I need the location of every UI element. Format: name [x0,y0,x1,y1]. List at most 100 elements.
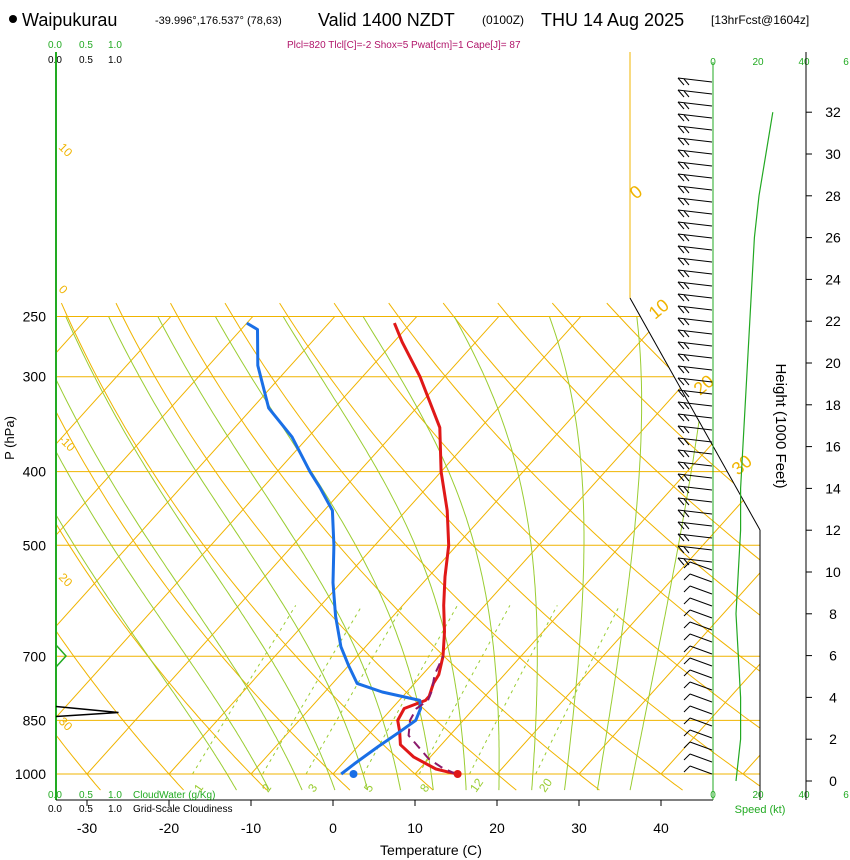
wind-barb-shaft [689,573,713,583]
height-tick-label: 22 [825,313,841,329]
pressure-tick-label: 300 [23,369,47,385]
wind-barb [683,729,713,739]
wind-barb [677,377,713,386]
wind-barb-flag [677,269,685,278]
wind-barb [677,461,713,470]
wind-speed-curve [735,112,774,782]
pressure-tick-label: 250 [23,309,47,325]
wind-barb-shaft [689,633,713,643]
dry-adiabat-line [224,302,683,791]
pressure-ticks: 250 300 400 500 700 850 1000 [15,309,46,782]
y-axis-title: P (hPa) [2,416,17,460]
wind-barb-flag [683,366,690,374]
wind-barb-flag [683,657,691,665]
temperature-tick-label: 40 [653,820,669,836]
wind-barb [683,561,713,571]
isotherm-label: 30 [56,714,76,734]
wind-barb [677,449,713,458]
wind-barb-shaft [689,597,713,607]
wind-barb [677,137,713,146]
wind-barb-shaft [677,437,713,443]
moist-adiabat-line [596,316,643,791]
height-tick-label: 30 [825,146,841,162]
wind-barb-flag [677,437,685,446]
dry-adiabat-line [825,303,850,790]
height-tick-label: 8 [829,606,837,622]
moist-adiabat-line [214,316,434,791]
wind-barb-flag [683,162,690,170]
wind-barb [677,197,713,206]
wind-barb-flag [677,185,685,194]
wind-barb-flag [683,354,690,362]
wind-barb-shaft [689,741,713,751]
wind-barb-flag [677,521,685,530]
moist-adiabat-line [65,316,336,791]
wind-barb-flag [683,546,690,554]
temperature-curve [393,322,458,776]
wind-barb [677,425,713,434]
wind-barb-flag [677,425,685,434]
wind-barb-shaft [677,449,713,455]
wind-barb-shaft [677,473,713,479]
dry-adiabat-line [497,302,760,791]
dry-adiabat-line [661,302,760,791]
top-scale-green-1: 0.5 [79,40,93,51]
wind-barb-shaft [677,221,713,227]
wind-barb-flag [683,765,691,773]
mixing-ratio-line [262,605,363,775]
wind-barb [677,185,713,194]
wind-barb [677,269,713,278]
wind-barbs [677,77,713,775]
wind-barb-flag [683,729,691,737]
wind-barb-flag [683,498,690,506]
wind-barb-flag [677,497,685,506]
height-tick-label: 2 [829,731,837,747]
mixing-ratio-line [469,605,558,775]
wind-barb [683,573,713,583]
temperature-tick-label: 20 [489,820,505,836]
wind-barb-flag [683,597,691,605]
mixing-ratio-label: 5 [361,781,376,795]
wind-barb-flag [677,413,685,422]
wind-barb [683,609,713,619]
wind-barb [677,401,713,410]
wind-barb-shaft [677,113,713,119]
wind-barb [683,645,713,655]
wind-barb-shaft [689,681,713,691]
wind-barb-flag [683,306,690,314]
wind-barb-shaft [677,209,713,215]
isobars [56,316,760,775]
background-lines [0,302,850,791]
wind-barb-flag [683,186,690,194]
pressure-tick-label: 400 [23,464,47,480]
dry-adiabat-line [442,302,760,791]
wind-barb-flag [683,633,691,641]
wind-barb-flag [683,246,690,254]
wind-barb [683,657,713,667]
height-tick-label: 20 [825,355,841,371]
dry-adiabat-line [56,302,184,791]
wind-barb [683,585,713,595]
wind-barb-shaft [689,669,713,679]
wind-barb-shaft [689,585,713,595]
x-axis-title: Temperature (C) [380,842,482,858]
moist-adiabat-line [56,316,303,791]
surface-temperature-marker [453,770,462,778]
wind-barb-shaft [677,521,713,527]
wind-barb-flag [683,222,690,230]
dry-adiabat-line [0,303,17,790]
adiabat-label: 20 [690,371,718,399]
wind-barb-flag [677,173,685,182]
moist-adiabat-line [282,316,467,791]
moist-adiabat-line [362,316,500,791]
temperature-tick-label: 30 [571,820,587,836]
wind-barb-flag [683,534,690,542]
wind-barb [677,473,713,482]
wind-barb-flag [683,390,690,398]
wind-barb [677,113,713,122]
bottom-scale-green-1: 0.5 [79,790,93,801]
wind-barb [677,149,713,158]
wind-barb-flag [683,645,691,653]
wind-barb [677,317,713,326]
valid-time: Valid 1400 NZDT [318,10,455,30]
